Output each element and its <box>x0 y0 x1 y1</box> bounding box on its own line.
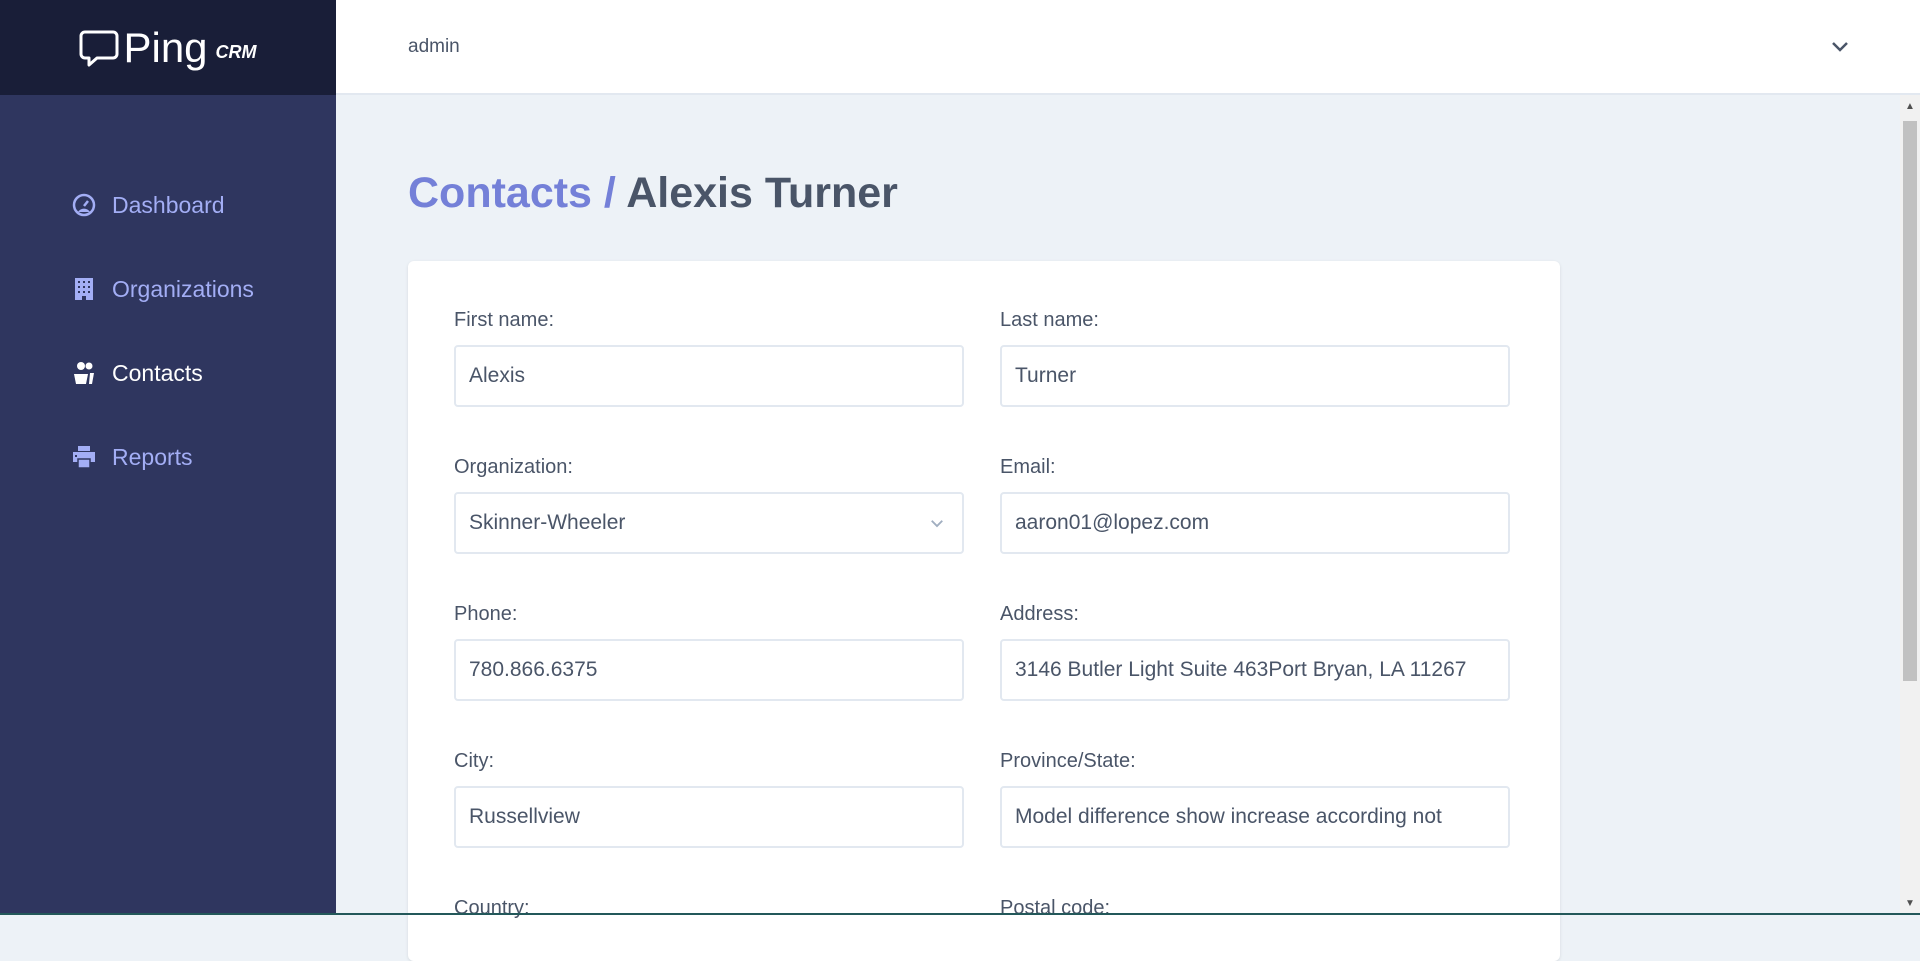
users-icon <box>74 362 94 384</box>
scrollbar-thumb[interactable] <box>1903 121 1917 681</box>
scroll-up-arrow-icon[interactable]: ▲ <box>1905 101 1915 112</box>
country-label: Country: <box>454 897 530 919</box>
scrollbar[interactable]: ▲ ▼ <box>1900 95 1920 915</box>
region-label: Province/State: <box>1000 750 1136 772</box>
chevron-down-icon[interactable] <box>1828 34 1852 58</box>
country-field: Country: <box>454 897 964 933</box>
sidebar-item-label: Contacts <box>112 359 203 386</box>
contact-form: First name: Alexis Last name: Turner Organ… <box>408 261 1560 961</box>
sidebar-item-reports[interactable]: Reports <box>0 415 336 499</box>
organization-field: Organization: Skinner-Wheeler <box>454 456 964 554</box>
sidebar-item-label: Organizations <box>112 275 254 302</box>
top-bar: admin <box>336 0 1920 95</box>
region-field: Province/State: Model difference show inc… <box>1000 750 1510 848</box>
region-input[interactable]: Model difference show increase according… <box>1000 786 1510 848</box>
phone-input[interactable]: 780.866.6375 <box>454 639 964 701</box>
brand-suffix: CRM <box>215 42 257 62</box>
chevron-down-icon <box>931 520 943 528</box>
dashboard-icon <box>72 193 96 217</box>
first-name-input[interactable]: Alexis <box>454 345 964 407</box>
sidebar-item-dashboard[interactable]: Dashboard <box>0 163 336 247</box>
printer-icon <box>73 446 95 469</box>
postal-code-field: Postal code: <box>1000 897 1510 933</box>
window-border <box>0 913 1920 915</box>
sidebar-item-organizations[interactable]: Organizations <box>0 247 336 331</box>
contact-name: Alexis Turner <box>615 169 898 217</box>
sidebar-item-label: Reports <box>112 443 193 470</box>
email-field: Email: aaron01@lopez.com <box>1000 456 1510 554</box>
organization-value: Skinner-Wheeler <box>469 511 626 534</box>
last-name-input[interactable]: Turner <box>1000 345 1510 407</box>
sidebar-item-label: Dashboard <box>112 191 225 218</box>
postal-code-label: Postal code: <box>1000 897 1111 919</box>
city-label: City: <box>454 750 494 772</box>
phone-label: Phone: <box>454 603 518 625</box>
last-name-label: Last name: <box>1000 309 1099 331</box>
breadcrumb-separator: / <box>591 169 616 217</box>
city-field: City: Russellview <box>454 750 964 848</box>
sidebar: Dashboard Organizations Contacts Reports <box>0 95 336 915</box>
organization-select[interactable]: Skinner-Wheeler <box>454 492 964 554</box>
email-label: Email: <box>1000 456 1056 478</box>
sidebar-item-contacts[interactable]: Contacts <box>0 331 336 415</box>
address-input[interactable]: 3146 Butler Light Suite 463Port Bryan, L… <box>1000 639 1510 701</box>
phone-field: Phone: 780.866.6375 <box>454 603 964 701</box>
organization-label: Organization: <box>454 456 573 478</box>
page-title: Contacts / Alexis Turner <box>408 169 898 218</box>
scroll-down-arrow-icon[interactable]: ▼ <box>1905 898 1915 909</box>
email-input[interactable]: aaron01@lopez.com <box>1000 492 1510 554</box>
main-content: Contacts / Alexis Turner First name: Alex… <box>336 97 1900 961</box>
brand-name: Ping <box>123 23 208 71</box>
speech-bubble-icon <box>79 30 119 66</box>
city-input[interactable]: Russellview <box>454 786 964 848</box>
address-label: Address: <box>1000 603 1079 625</box>
logo[interactable]: Ping CRM <box>0 0 336 95</box>
address-field: Address: 3146 Butler Light Suite 463Port … <box>1000 603 1510 701</box>
first-name-field: First name: Alexis <box>454 309 964 407</box>
first-name-label: First name: <box>454 309 555 331</box>
breadcrumb-contacts[interactable]: Contacts <box>408 169 592 217</box>
building-icon <box>75 278 93 300</box>
user-name[interactable]: admin <box>408 35 460 57</box>
last-name-field: Last name: Turner <box>1000 309 1510 407</box>
